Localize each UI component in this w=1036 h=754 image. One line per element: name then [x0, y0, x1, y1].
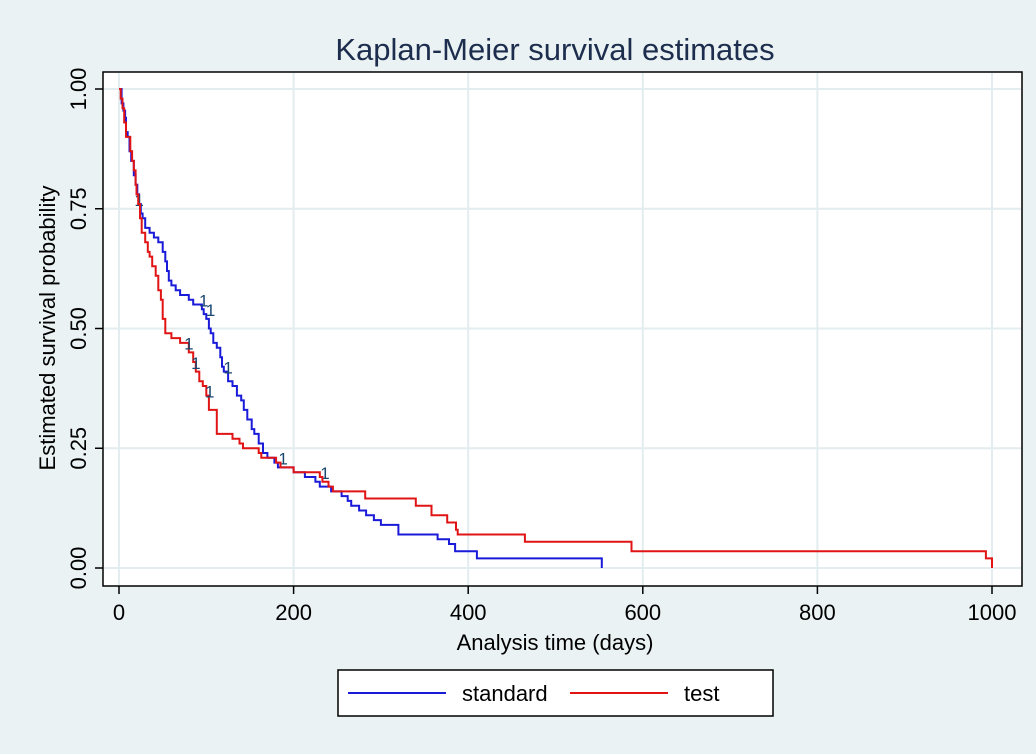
x-tick-label: 200 [275, 600, 312, 625]
y-axis-title: Estimated survival probability [35, 186, 60, 471]
y-tick-label: 0.50 [66, 307, 91, 350]
x-tick-label: 400 [450, 600, 487, 625]
x-axis-title: Analysis time (days) [457, 630, 654, 655]
x-tick-label: 1000 [968, 600, 1017, 625]
y-tick-label: 0.75 [66, 187, 91, 230]
x-tick-label: 600 [624, 600, 661, 625]
censor-mark: 1 [184, 335, 193, 354]
x-tick-label: 0 [113, 600, 125, 625]
legend-label-test: test [684, 681, 719, 706]
chart-title: Kaplan-Meier survival estimates [335, 32, 774, 67]
y-tick-label: 0.00 [66, 547, 91, 590]
censor-mark: 1 [320, 464, 329, 483]
censor-mark: 1 [278, 450, 287, 469]
y-tick-label: 0.25 [66, 427, 91, 470]
y-tick-label: 1.00 [66, 68, 91, 111]
series-test: 111 [119, 88, 993, 568]
legend-label-standard: standard [462, 681, 548, 706]
censor-mark: 1 [205, 383, 214, 402]
censor-mark: 1 [199, 292, 208, 311]
censor-mark: 1 [206, 301, 215, 320]
grid-lines [104, 73, 1021, 585]
legend: standard test [337, 669, 774, 717]
x-tick-label: 800 [799, 600, 836, 625]
axes: 0 200 400 600 800 1000 0.00 0.25 0.50 0.75 1.00 [66, 68, 1016, 625]
censor-mark: 1 [223, 359, 232, 378]
km-curve-test [119, 88, 993, 568]
censor-mark: 1 [191, 354, 200, 373]
